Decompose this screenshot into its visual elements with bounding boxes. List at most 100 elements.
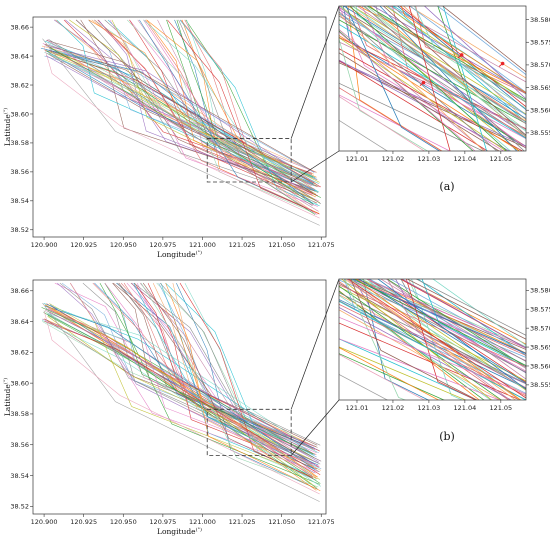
b-inset-x-tick-label: 121.04 <box>453 404 476 412</box>
a-main-trajectory-line <box>94 19 313 211</box>
a-inset-trajectory-line <box>339 60 489 151</box>
b-main-trajectory-line <box>113 282 318 446</box>
b-main-y-tick-label: 38.66 <box>10 287 29 295</box>
b-main-trajectory-line <box>44 305 315 470</box>
a-inset-trajectory-line <box>342 6 526 147</box>
a-main-trajectory-line <box>146 19 317 178</box>
b-inset-trajectory-line <box>339 284 526 368</box>
a-inset-trajectory-line <box>355 6 526 124</box>
b-main-trajectory-line <box>184 282 317 481</box>
a-main-y-tick-label: 38.58 <box>10 139 29 147</box>
b-main-trajectory-line <box>172 283 318 478</box>
a-main-trajectory-line <box>47 43 317 180</box>
a-inset-trajectory-line <box>366 6 526 101</box>
a-inset-trajectory-line <box>423 6 526 100</box>
a-main-trajectory-line <box>126 19 317 214</box>
b-main-y-tick-label: 38.58 <box>10 410 29 418</box>
b-inset-trajectory-line <box>339 281 510 400</box>
b-inset-trajectory-line <box>417 279 526 356</box>
a-inset-x-tick-label: 121.05 <box>489 155 512 163</box>
b-main-trajectory-line <box>44 305 318 453</box>
a-inset-y-tick-label: 38.565 <box>530 84 550 92</box>
a-inset-trajectory-line <box>339 82 484 151</box>
a-main-trajectory-line <box>45 50 314 205</box>
b-inset-trajectory-line <box>339 282 526 389</box>
b-inset-connector-line <box>290 278 340 410</box>
b-main-trajectory-line <box>99 282 320 485</box>
b-inset-trajectory-line <box>339 295 492 400</box>
a-main-trajectory-line <box>40 47 314 204</box>
a-inset-trajectory-line <box>400 6 526 94</box>
b-main-plot-frame <box>32 279 327 515</box>
b-inset-x-tick-label: 121.05 <box>489 404 512 412</box>
b-inset-trajectory-line <box>348 279 526 390</box>
a-main-trajectory-line <box>55 19 318 188</box>
b-main-trajectory-line <box>165 282 321 492</box>
a-inset-trajectory-line <box>347 6 526 122</box>
b-main-trajectory-line <box>152 282 322 471</box>
a-inset-trajectory-line <box>349 6 508 151</box>
b-main-trajectory-line <box>43 310 320 495</box>
a-main-trajectory-line <box>45 45 315 183</box>
b-inset-x-tick-label: 121.01 <box>346 404 369 412</box>
b-inset-trajectory-line <box>415 279 526 336</box>
b-inset-trajectory-line <box>341 279 493 400</box>
a-inset-x-tick-label: 121.01 <box>346 155 369 163</box>
a-inset-trajectory-line <box>339 34 520 151</box>
b-main-x-tick-label: 120.900 <box>31 518 58 526</box>
b-inset-x-tick-label: 121.02 <box>382 404 405 412</box>
a-inset-trajectory-line <box>356 6 526 125</box>
a-inset-trajectory-line <box>339 60 526 147</box>
b-main-trajectory-line <box>48 311 318 451</box>
b-main-trajectory-line <box>44 321 321 475</box>
b-inset-trajectory-line <box>377 279 526 390</box>
b-inset-trajectory-line <box>339 316 526 395</box>
a-main-trajectory-line <box>181 19 320 214</box>
a-main-trajectory-line <box>157 19 320 188</box>
a-inset-red-marker <box>421 80 426 85</box>
b-main-trajectory-line <box>156 282 317 447</box>
a-inset-trajectory-line <box>387 6 526 116</box>
b-main-x-tick-label: 121.000 <box>189 518 216 526</box>
b-main-trajectory-line <box>158 282 322 470</box>
a-inset-trajectory-line <box>363 6 525 151</box>
b-inset-trajectory-line <box>339 307 512 400</box>
b-inset-trajectory-line <box>380 279 526 369</box>
a-main-trajectory-line <box>143 19 314 178</box>
a-main-trajectories <box>40 19 321 226</box>
a-main-x-tick-label: 121.000 <box>189 241 216 249</box>
a-inset-trajectory-line <box>339 6 505 151</box>
a-inset-trajectory-line <box>339 6 526 123</box>
b-inset-trajectory-line <box>344 279 521 400</box>
a-inset-trajectory-line <box>339 52 500 151</box>
b-inset-trajectory-line <box>366 279 526 349</box>
a-main-x-tick-label: 121.025 <box>229 241 256 249</box>
a-main-trajectory-line <box>109 19 318 207</box>
b-main-trajectory-line <box>104 282 320 467</box>
b-inset-trajectory-line <box>386 279 526 389</box>
b-inset-trajectory-line <box>406 279 526 340</box>
a-main-trajectory-line <box>46 40 315 173</box>
a-main-trajectory-line <box>46 39 319 193</box>
b-inset-trajectory-line <box>339 303 526 397</box>
a-inset-trajectory-line <box>339 30 474 151</box>
b-main-trajectory-line <box>43 310 319 470</box>
a-main-trajectory-line <box>46 53 318 187</box>
a-inset-trajectory-line <box>339 95 425 151</box>
a-main-trajectory-line <box>45 55 313 175</box>
a-inset-y-tick-label: 38.560 <box>530 107 550 115</box>
b-main-trajectory-line <box>140 282 319 488</box>
a-main-trajectory-line <box>44 52 318 205</box>
a-main-y-tick-label: 38.54 <box>10 197 29 205</box>
b-main-trajectory-line <box>133 282 313 453</box>
b-inset-trajectory-line <box>399 279 526 349</box>
a-inset-trajectory-line <box>369 6 526 138</box>
b-inset-y-tick-label: 38.570 <box>530 324 550 332</box>
a-inset-trajectory-line <box>339 31 476 151</box>
a-inset-y-tick-label: 38.555 <box>530 129 550 137</box>
a-main-trajectory-line <box>49 50 321 205</box>
a-main-x-tick-label: 120.925 <box>70 241 97 249</box>
a-main-trajectory-line <box>111 19 321 203</box>
a-inset-red-marker <box>459 53 464 57</box>
a-inset-y-tick-label: 38.580 <box>530 16 550 24</box>
